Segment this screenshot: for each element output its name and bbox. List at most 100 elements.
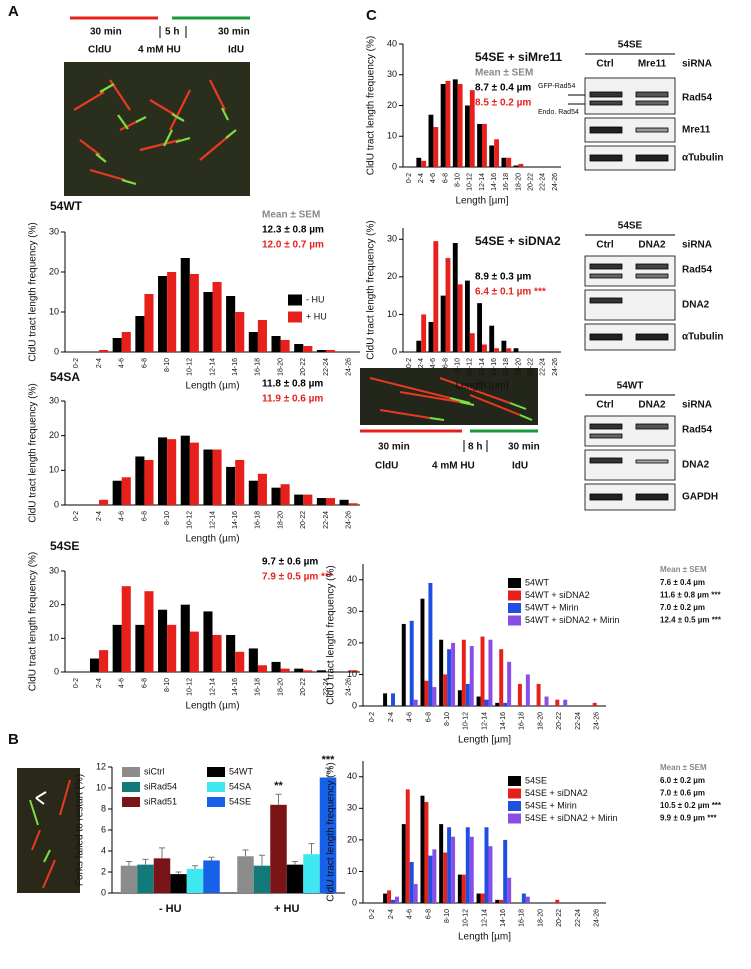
y-axis-label: CldU tract length frequency (%): [366, 36, 377, 176]
bar: [303, 494, 313, 505]
bar: [440, 295, 446, 352]
blot: [584, 415, 676, 511]
bar: [99, 650, 109, 672]
stat: 12.3 ± 0.8 µm: [262, 225, 324, 236]
bar: [452, 243, 458, 352]
stat: 7.0 ± 0.6 µm: [660, 789, 705, 798]
blot-cell-line: 54SE: [618, 40, 643, 51]
bar: [499, 649, 504, 706]
stat: 11.9 ± 0.6 µm: [262, 394, 323, 405]
bar: [447, 827, 452, 903]
x-tick-label: 22-24: [540, 173, 547, 191]
legend-label: 54WT + siDNA2 + Mirin: [525, 615, 619, 625]
legend-swatch: [122, 797, 140, 807]
error-bar: [175, 871, 182, 875]
legend-swatch: [122, 767, 140, 777]
y-tick-label: 30: [49, 226, 59, 236]
bar: [121, 477, 131, 505]
bar: [413, 699, 418, 706]
micrograph: [64, 62, 250, 196]
bar: [433, 241, 439, 352]
x-tick-label: 0-2: [369, 909, 376, 919]
x-tick-label: 10-12: [467, 173, 474, 191]
x-tick-label: 16-18: [503, 173, 510, 191]
bar: [325, 350, 336, 352]
bar: [525, 896, 530, 903]
bar: [158, 276, 168, 352]
bar: [186, 868, 204, 893]
legend-swatch: [508, 603, 521, 613]
error-bar: [158, 847, 165, 859]
y-tick-label: 0: [352, 700, 357, 710]
x-tick-label: 14-16: [500, 909, 507, 927]
bar: [158, 437, 168, 505]
y-tick-label: 0: [54, 346, 59, 356]
bar: [489, 145, 495, 167]
legend-label: 54WT: [229, 766, 254, 776]
y-tick-label: 30: [49, 565, 59, 575]
bar: [271, 661, 281, 672]
bar: [319, 777, 337, 893]
bar: [120, 865, 138, 893]
bar: [592, 702, 597, 706]
y-tick-label: 20: [387, 100, 397, 110]
bar: [464, 280, 470, 352]
bar: [248, 648, 258, 672]
x-tick-label: 16-18: [255, 678, 262, 696]
timeline-label: 4 mM HU: [432, 461, 475, 472]
bar: [316, 670, 326, 672]
bar: [440, 83, 446, 167]
bar: [99, 499, 109, 505]
bar: [409, 620, 414, 706]
stat: 12.0 ± 0.7 µm: [262, 240, 324, 251]
y-tick-label: 2: [101, 866, 106, 876]
y-tick-label: 30: [387, 234, 397, 244]
band-label: Endo. Rad54: [538, 109, 579, 116]
chart-title: 54SA: [50, 370, 80, 384]
bar: [432, 849, 437, 903]
x-axis-label: Length [µm]: [455, 381, 508, 392]
bar: [433, 127, 439, 167]
x-tick-label: 18-20: [277, 678, 284, 696]
bar: [280, 340, 290, 352]
bar: [443, 674, 448, 706]
bar: [465, 683, 470, 706]
bar: [248, 332, 258, 352]
x-tick-label: 4-6: [119, 678, 126, 688]
x-tick-label: 18-20: [537, 909, 544, 927]
x-tick-label: 10-12: [187, 511, 194, 529]
x-tick-label: 20-22: [556, 712, 563, 730]
stat: 7.0 ± 0.2 µm: [660, 603, 705, 612]
legend-label: + HU: [306, 311, 327, 321]
bar: [401, 623, 406, 706]
x-tick-label: 22-24: [540, 358, 547, 376]
legend-swatch: [207, 767, 225, 777]
stats-header: Mean ± SEM: [660, 763, 707, 772]
bar: [167, 439, 177, 505]
bar: [420, 795, 425, 903]
bar: [286, 864, 304, 893]
bar: [280, 668, 290, 672]
bar: [203, 449, 213, 505]
y-tick-label: 0: [392, 346, 397, 356]
x-tick-label: 0-2: [406, 358, 413, 368]
y-tick-label: 30: [347, 803, 357, 813]
bar: [563, 699, 568, 706]
y-tick-label: 10: [49, 633, 59, 643]
micrograph: [360, 368, 538, 425]
stat: 11.8 ± 0.8 µm: [262, 379, 323, 390]
bar: [421, 160, 427, 167]
x-tick-label: 14-16: [500, 712, 507, 730]
bar: [348, 503, 358, 505]
bar: [237, 856, 254, 893]
blot-row-label: Rad54: [682, 93, 712, 104]
x-tick-label: 10-12: [467, 358, 474, 376]
bar: [503, 839, 508, 903]
bar: [257, 320, 267, 352]
panel-label: C: [366, 7, 377, 24]
bar: [409, 861, 414, 903]
x-tick-label: 10-12: [187, 358, 194, 376]
significance: ***: [322, 754, 336, 766]
x-tick-label: 12-14: [209, 358, 216, 376]
x-tick-label: 0-2: [73, 511, 80, 521]
